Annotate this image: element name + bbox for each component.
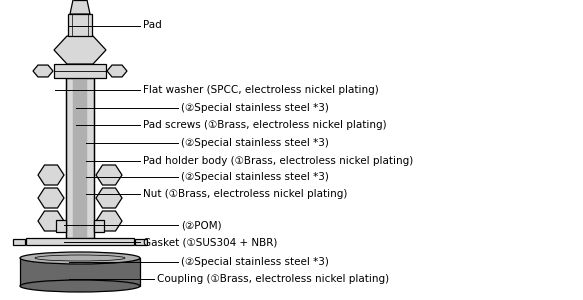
Ellipse shape	[20, 252, 140, 264]
Bar	[26, 238, 134, 245]
Text: Flat washer (SPCC, electroless nickel plating): Flat washer (SPCC, electroless nickel pl…	[143, 85, 378, 95]
Text: Coupling (①Brass, electroless nickel plating): Coupling (①Brass, electroless nickel pla…	[157, 274, 389, 284]
Polygon shape	[38, 188, 64, 208]
Bar	[68, 14, 92, 36]
Text: Pad: Pad	[143, 20, 161, 31]
Text: Pad holder body (①Brass, electroless nickel plating): Pad holder body (①Brass, electroless nic…	[143, 155, 413, 166]
Polygon shape	[20, 258, 140, 286]
Bar	[54, 64, 106, 78]
Text: (②Special stainless steel *3): (②Special stainless steel *3)	[181, 172, 329, 182]
Text: Pad screws (①Brass, electroless nickel plating): Pad screws (①Brass, electroless nickel p…	[143, 120, 387, 130]
Text: Gasket (①SUS304 + NBR): Gasket (①SUS304 + NBR)	[143, 237, 277, 248]
Polygon shape	[96, 188, 122, 208]
Polygon shape	[107, 65, 127, 77]
Ellipse shape	[35, 255, 125, 261]
Bar	[135, 239, 147, 245]
Polygon shape	[54, 36, 106, 64]
Bar	[56, 220, 66, 232]
Text: Nut (①Brass, electroless nickel plating): Nut (①Brass, electroless nickel plating)	[143, 189, 347, 200]
Text: (②Special stainless steel *3): (②Special stainless steel *3)	[181, 103, 329, 113]
Ellipse shape	[20, 280, 140, 292]
Bar	[66, 78, 94, 238]
Polygon shape	[38, 165, 64, 185]
Bar	[73, 78, 87, 238]
Text: (②Special stainless steel *3): (②Special stainless steel *3)	[181, 138, 329, 148]
Bar	[13, 239, 25, 245]
Text: (②POM): (②POM)	[181, 220, 222, 230]
Polygon shape	[96, 211, 122, 231]
Text: (②Special stainless steel *3): (②Special stainless steel *3)	[181, 256, 329, 267]
Polygon shape	[38, 211, 64, 231]
Polygon shape	[70, 0, 90, 14]
Bar	[94, 220, 104, 232]
Polygon shape	[96, 165, 122, 185]
Polygon shape	[33, 65, 53, 77]
